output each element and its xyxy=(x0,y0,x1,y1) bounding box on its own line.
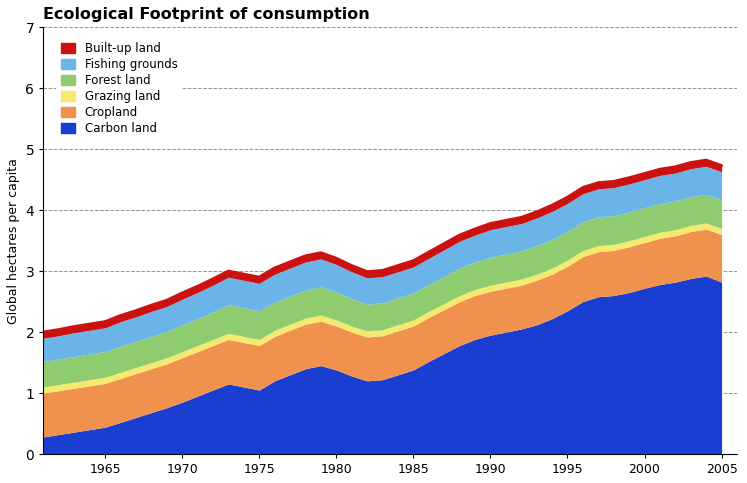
Legend: Built-up land, Fishing grounds, Forest land, Grazing land, Cropland, Carbon land: Built-up land, Fishing grounds, Forest l… xyxy=(56,38,182,140)
Y-axis label: Global hectares per capita: Global hectares per capita xyxy=(7,158,20,324)
Text: Ecological Footprint of consumption: Ecological Footprint of consumption xyxy=(43,7,371,22)
